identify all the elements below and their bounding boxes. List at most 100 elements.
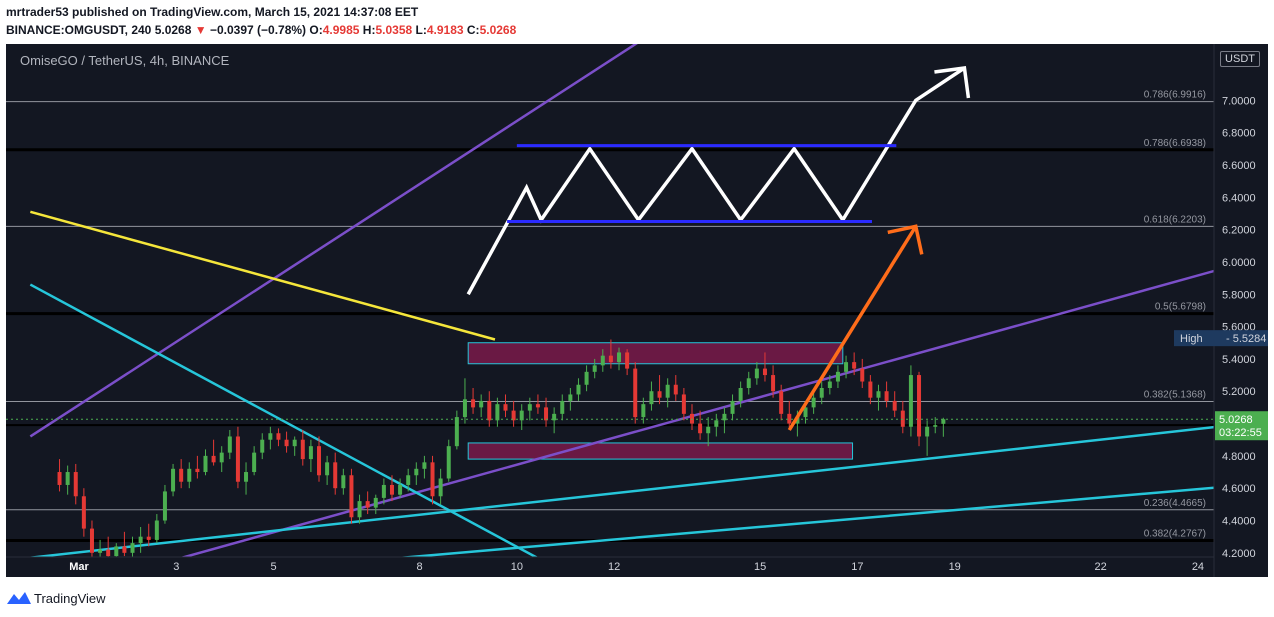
candle-body xyxy=(617,352,622,363)
candle-body xyxy=(479,400,484,408)
candle-body xyxy=(754,368,759,379)
x-tick-label: 17 xyxy=(851,561,863,573)
candle-body xyxy=(276,433,281,440)
x-tick-label: 15 xyxy=(754,561,766,573)
chart-area[interactable]: 0.786(6.9916) 0.786(6.6938) 0.618(6.2203) 0… xyxy=(6,44,1268,577)
fib-level-label: 0.382(4.2767) xyxy=(1144,528,1206,539)
x-tick-label: 10 xyxy=(511,561,523,573)
candle-body xyxy=(292,439,297,447)
high-badge-label: High xyxy=(1180,333,1203,345)
candle-body xyxy=(544,407,549,421)
close-value: 5.0268 xyxy=(479,23,517,37)
candle-body xyxy=(381,484,386,498)
candle-body xyxy=(211,455,216,463)
candle-body xyxy=(900,410,905,427)
candle-body xyxy=(527,404,532,411)
candle-body xyxy=(317,446,322,476)
candle-body xyxy=(730,400,735,414)
supply-demand-zone xyxy=(467,342,844,365)
low-value: 4.9183 xyxy=(426,23,464,37)
candle-body xyxy=(738,387,743,401)
x-tick-label: 5 xyxy=(271,561,277,573)
candle-body xyxy=(162,491,167,521)
last-price: 5.0268 xyxy=(154,23,192,37)
candle-body xyxy=(819,387,824,398)
purple-channel-upper xyxy=(29,44,638,438)
candle-body xyxy=(576,384,581,395)
y-tick-label: 4.6000 xyxy=(1222,483,1256,495)
open-label: O: xyxy=(309,23,323,37)
candle-body xyxy=(876,391,881,398)
y-tick-label: 4.4000 xyxy=(1222,516,1256,528)
candle-body xyxy=(446,446,451,479)
candle-body xyxy=(908,375,913,427)
x-tick-label: 19 xyxy=(949,561,961,573)
candle-body xyxy=(422,462,427,469)
x-tick-label: 22 xyxy=(1095,561,1107,573)
candle-body xyxy=(722,413,727,421)
x-tick-label: 3 xyxy=(173,561,179,573)
y-tick-label: 6.4000 xyxy=(1222,192,1256,204)
candle-body xyxy=(106,549,111,557)
candle-body xyxy=(592,365,597,372)
candle-body xyxy=(771,375,776,392)
candle-body xyxy=(65,472,70,485)
close-label: C: xyxy=(466,23,480,37)
candle-body xyxy=(333,462,338,489)
y-tick-label: 4.2000 xyxy=(1222,548,1256,560)
fib-level-label: 0.618(6.2203) xyxy=(1144,214,1206,225)
price-change: −0.0397 (−0.78%) xyxy=(209,23,307,37)
fib-level-label: 0.382(5.1368) xyxy=(1144,389,1206,400)
candle-body xyxy=(487,400,492,421)
candle-body xyxy=(584,371,589,385)
tradingview-logo-icon[interactable] xyxy=(6,590,32,606)
candle-body xyxy=(252,452,257,473)
x-tick-label: 24 xyxy=(1192,561,1204,573)
current-price-value: 5.0268 xyxy=(1219,414,1253,426)
candle-body xyxy=(714,420,719,427)
candle-body xyxy=(398,484,403,495)
cyan-descending xyxy=(29,283,539,557)
low-label: L: xyxy=(415,23,427,37)
y-tick-label: 5.2000 xyxy=(1222,386,1256,398)
candle-body xyxy=(89,528,94,553)
candle-body xyxy=(235,436,240,482)
candle-body xyxy=(122,546,127,553)
symbol-prefix: BINANCE:OMGUSDT, 240 xyxy=(6,23,152,37)
candle-body xyxy=(600,355,605,366)
candle-body xyxy=(414,468,419,476)
candle-body xyxy=(892,400,897,411)
high-value: 5.0358 xyxy=(375,23,413,37)
candle-body xyxy=(860,368,865,382)
candle-body xyxy=(917,375,922,437)
candle-body xyxy=(373,497,378,508)
candle-body xyxy=(171,468,176,492)
candle-body xyxy=(673,384,678,395)
tradingview-brand[interactable]: TradingView xyxy=(34,591,106,606)
candle-body xyxy=(187,468,192,482)
fib-level-label: 0.5(5.6798) xyxy=(1155,302,1206,313)
y-tick-label: 7.0000 xyxy=(1222,95,1256,107)
candle-body xyxy=(641,404,646,418)
y-tick-label: 5.4000 xyxy=(1222,354,1256,366)
candle-body xyxy=(552,413,557,421)
plot-layer: 0.786(6.9916) 0.786(6.6938) 0.618(6.2203) 0… xyxy=(6,44,1214,557)
symbol-title: OmiseGO / TetherUS, 4h, BINANCE xyxy=(20,53,230,68)
candle-body xyxy=(268,433,273,440)
candle-body xyxy=(706,426,711,434)
yellow-resistance xyxy=(30,210,496,341)
candle-body xyxy=(625,352,630,369)
candle-body xyxy=(357,501,362,518)
candle-body xyxy=(130,543,135,553)
candle-body xyxy=(811,397,816,408)
currency-badge[interactable]: USDT xyxy=(1220,51,1260,67)
ohlc-bar: BINANCE:OMGUSDT, 240 5.0268 ▼ −0.0397 (−… xyxy=(6,23,516,37)
fib-level-label: 0.786(6.6938) xyxy=(1144,138,1206,149)
orange-arrow-head xyxy=(887,224,924,255)
candle-body xyxy=(389,484,394,495)
candle-body xyxy=(300,439,305,460)
price-chart[interactable]: 0.786(6.9916) 0.786(6.6938) 0.618(6.2203) 0… xyxy=(6,44,1268,577)
candle-body xyxy=(341,475,346,489)
footer: TradingView xyxy=(0,580,1274,617)
high-badge-value: - 5.5284 xyxy=(1226,333,1266,345)
